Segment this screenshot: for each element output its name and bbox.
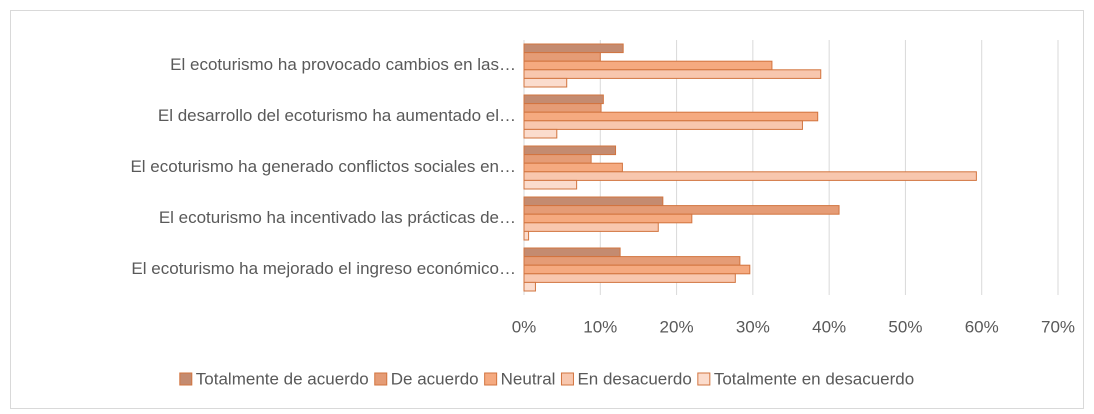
legend-swatch: [560, 372, 574, 386]
bar: [523, 77, 568, 88]
bar: [523, 111, 819, 122]
bar: [523, 103, 602, 113]
bar: [523, 60, 773, 71]
bar: [523, 128, 558, 139]
bar: [523, 94, 604, 105]
bar: [523, 179, 578, 190]
bar: [523, 43, 624, 54]
legend-swatch: [374, 372, 388, 386]
legend-swatch: [697, 372, 711, 386]
x-tick-label: 40%: [812, 317, 846, 336]
bar: [523, 256, 741, 266]
bar: [523, 154, 592, 164]
y-tick-label: El desarrollo del ecoturismo ha aumentad…: [158, 106, 516, 125]
legend-swatch: [179, 372, 193, 386]
y-tick-label: El ecoturismo ha generado conflictos soc…: [130, 157, 516, 176]
x-tick-label: 50%: [888, 317, 922, 336]
bar: [523, 230, 530, 241]
bar: [523, 69, 822, 79]
legend-swatch: [484, 372, 498, 386]
bar: [523, 145, 617, 156]
bar: [523, 273, 736, 283]
legend-label: De acuerdo: [391, 369, 479, 388]
x-tick-label: 20%: [660, 317, 694, 336]
bar: [523, 52, 601, 62]
bar: [523, 281, 536, 292]
bar: [523, 264, 751, 275]
x-tick-label: 10%: [583, 317, 617, 336]
x-tick-label: 30%: [736, 317, 770, 336]
bar: [523, 171, 977, 181]
bar: [523, 162, 623, 173]
bar: [523, 247, 621, 258]
bar: [523, 213, 693, 224]
legend-label: Totalmente de acuerdo: [196, 369, 369, 388]
legend-label: En desacuerdo: [577, 369, 691, 388]
bar: [523, 222, 659, 232]
x-tick-label: 60%: [965, 317, 999, 336]
legend-label: Neutral: [501, 369, 556, 388]
bar: [523, 205, 840, 215]
legend-label: Totalmente en desacuerdo: [714, 369, 914, 388]
x-tick-label: 0%: [512, 317, 537, 336]
y-tick-label: El ecoturismo ha provocado cambios en la…: [170, 55, 516, 74]
bar: [523, 196, 664, 207]
x-tick-label: 70%: [1041, 317, 1075, 336]
y-tick-label: El ecoturismo ha incentivado las práctic…: [159, 208, 516, 227]
bar: [523, 120, 803, 130]
y-tick-label: El ecoturismo ha mejorado el ingreso eco…: [131, 259, 516, 278]
